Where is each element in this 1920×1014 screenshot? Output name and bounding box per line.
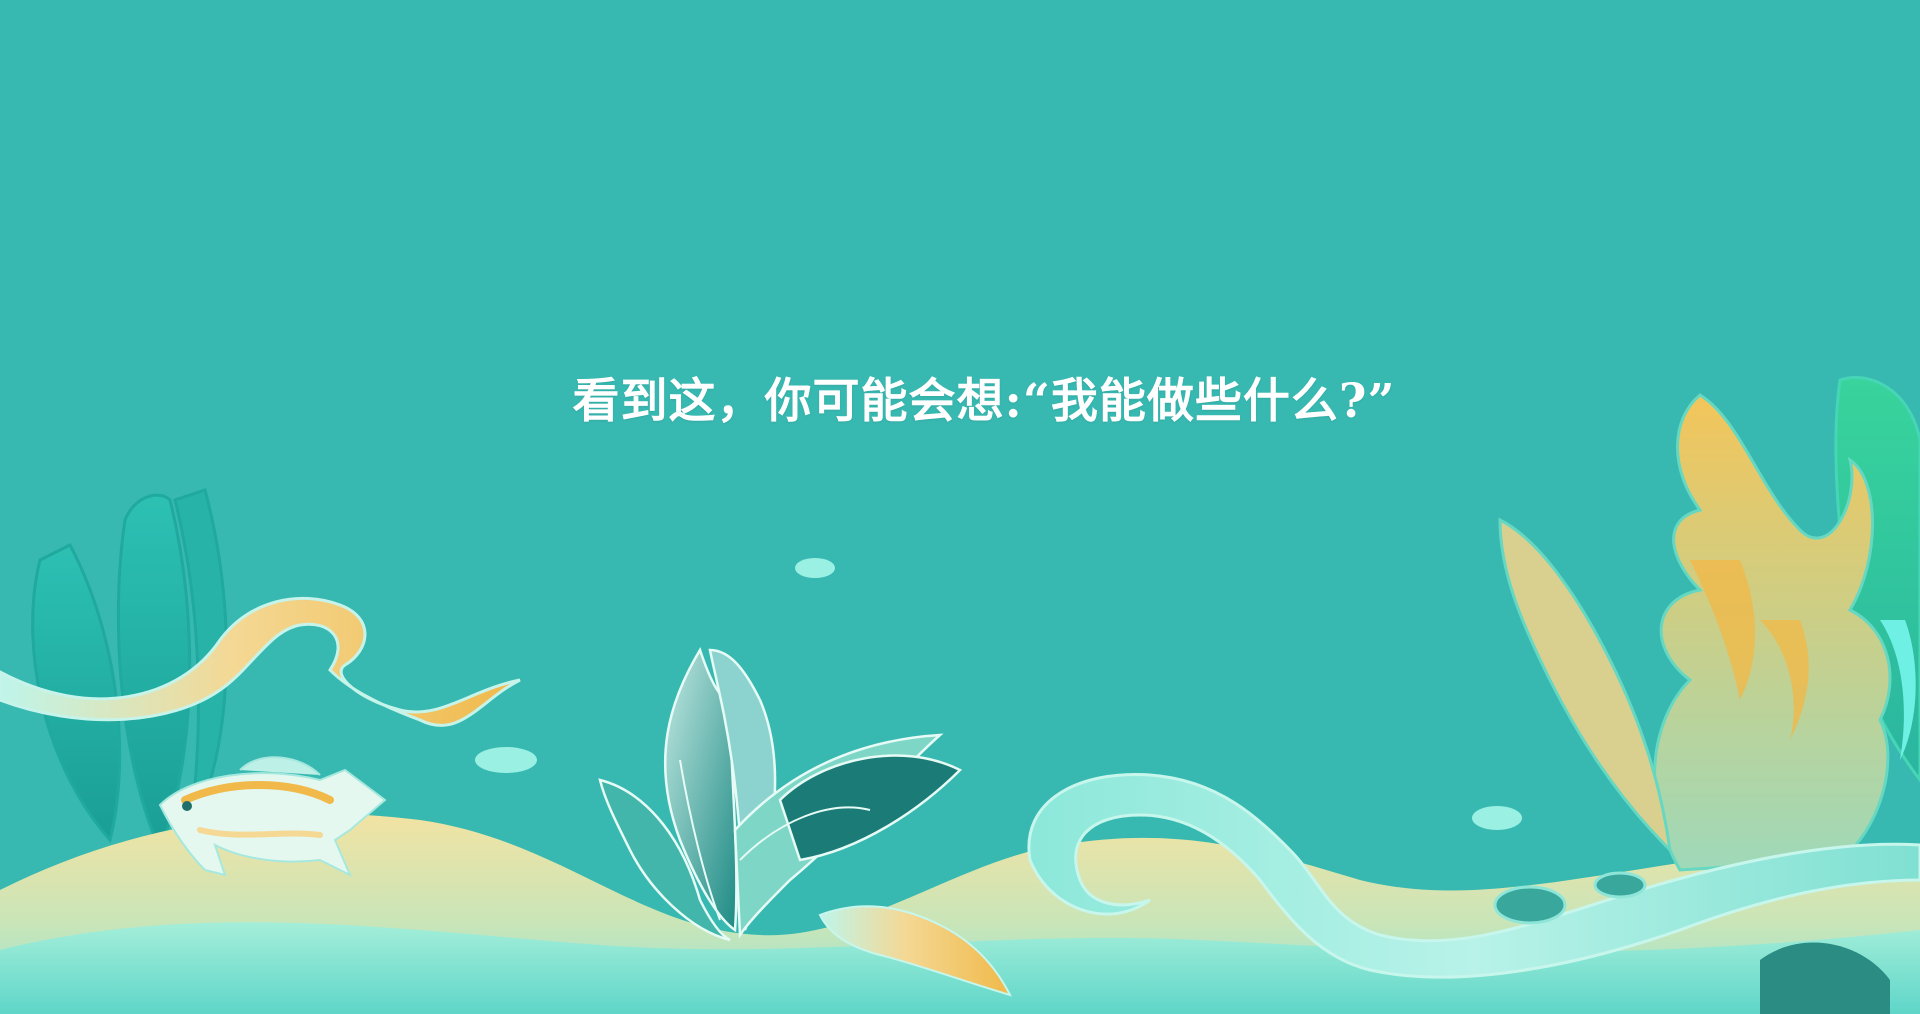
fish [158, 756, 387, 878]
slide-headline: 看到这，你可能会想:“我能做些什么?” [572, 374, 1396, 429]
kelp-left [31, 488, 228, 854]
sea-bubbles [475, 558, 1522, 830]
coral-right [1498, 376, 1920, 872]
sea-plant-center [598, 647, 963, 942]
ribbon-left [0, 597, 521, 727]
ribbon-right [818, 772, 1920, 1014]
